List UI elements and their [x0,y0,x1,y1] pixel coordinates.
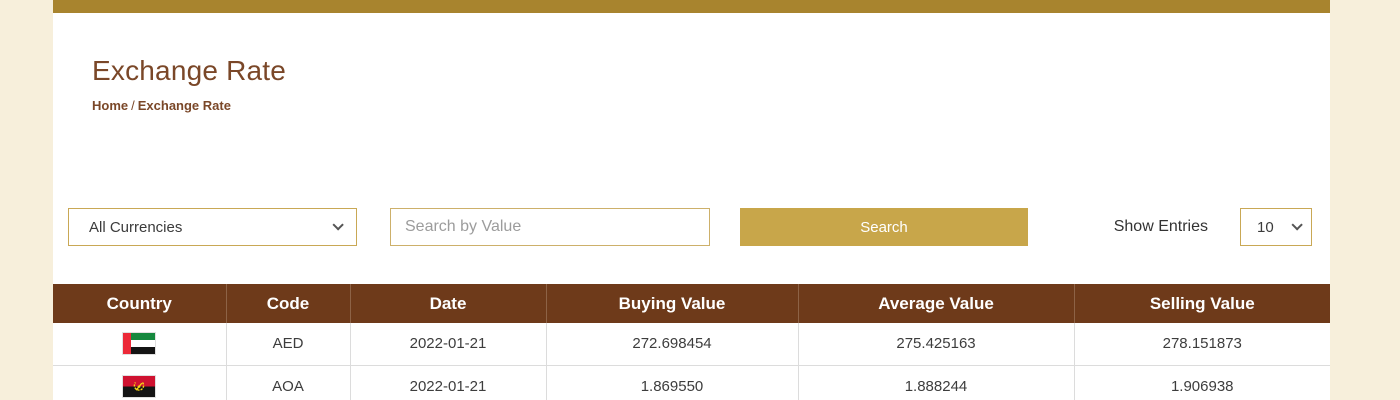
average-cell: 275.425163 [797,323,1075,366]
entries-count-selected-value: 10 [1257,218,1274,236]
country-flag-cell [53,323,227,366]
table-row: AOA 2022-01-21 1.869550 1.888244 1.90693… [53,365,1330,400]
date-cell: 2022-01-21 [349,323,547,366]
code-cell: AOA [225,365,351,400]
buying-cell: 272.698454 [545,323,799,366]
top-accent-bar [53,0,1330,13]
breadcrumb-home-link[interactable]: Home [92,98,129,113]
column-header-code: Code [225,284,351,323]
show-entries-label: Show Entries [1113,218,1208,235]
breadcrumb-current: Exchange Rate [137,98,231,113]
table-header-row: Country Code Date Buying Value Average V… [53,284,1330,323]
column-header-buying-value: Buying Value [545,284,799,323]
content-area: Exchange Rate Home / Exchange Rate All Cur… [53,0,1330,400]
currency-filter-selected-value: All Currencies [89,218,183,236]
angola-flag-icon [123,375,156,397]
breadcrumb-separator: / [131,98,135,113]
search-value-input[interactable] [390,208,710,246]
page-title: Exchange Rate [92,55,287,86]
country-flag-cell [53,365,227,400]
table-row: AED 2022-01-21 272.698454 275.425163 278… [53,323,1330,366]
filter-toolbar: All Currencies Search Show Entries 10 [53,208,1330,246]
entries-count-select[interactable]: 10 [1240,208,1312,246]
average-cell: 1.888244 [797,365,1075,400]
selling-cell: 1.906938 [1073,365,1330,400]
uae-flag-icon [123,333,156,355]
page-header: Exchange Rate Home / Exchange Rate [53,13,1330,113]
date-cell: 2022-01-21 [349,365,547,400]
chevron-down-icon [1291,219,1303,231]
column-header-date: Date [349,284,547,323]
exchange-rates-table: Country Code Date Buying Value Average V… [53,284,1330,400]
selling-cell: 278.151873 [1073,323,1330,366]
buying-cell: 1.869550 [545,365,799,400]
breadcrumb: Home / Exchange Rate [92,98,1330,113]
column-header-selling-value: Selling Value [1073,284,1330,323]
currency-filter-select[interactable]: All Currencies [68,208,357,246]
code-cell: AED [225,323,351,366]
column-header-country: Country [53,284,227,323]
column-header-average-value: Average Value [797,284,1075,323]
show-entries-group: Show Entries 10 [1114,208,1312,246]
search-button[interactable]: Search [740,208,1028,246]
chevron-down-icon [332,219,344,231]
